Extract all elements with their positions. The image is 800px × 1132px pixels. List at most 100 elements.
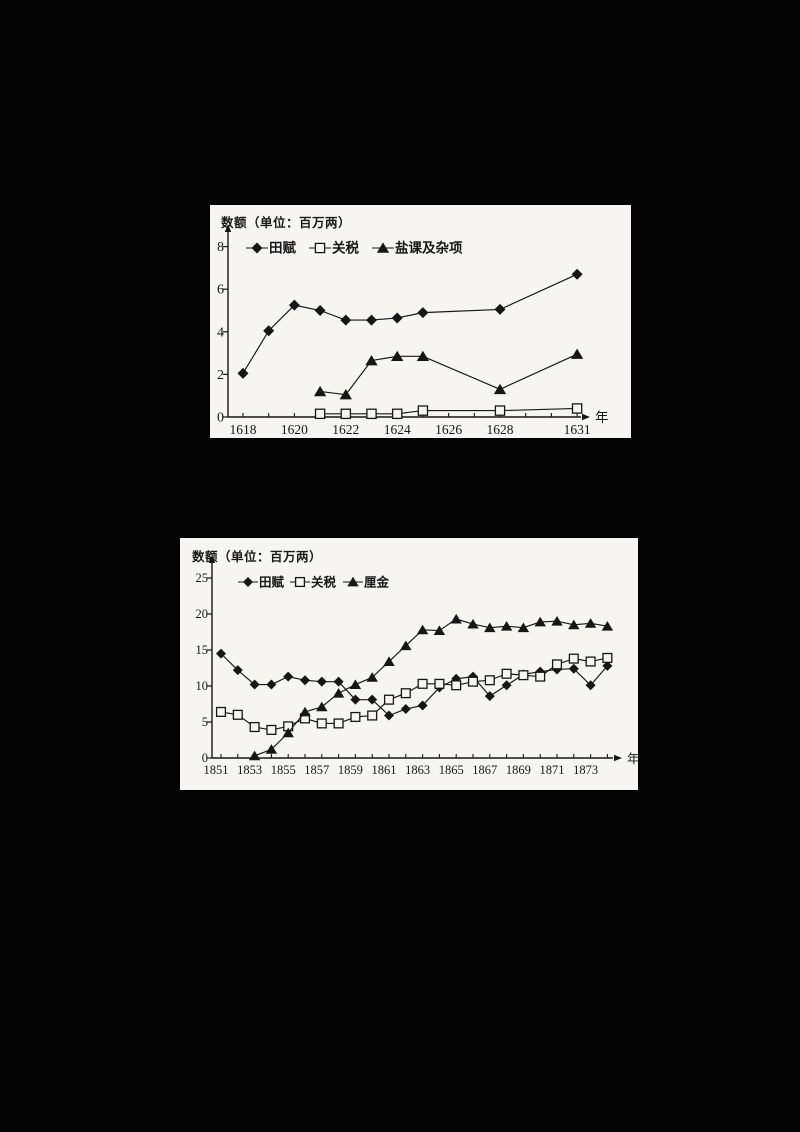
y-tick-label: 20	[196, 607, 209, 621]
x-tick-label: 1851	[204, 763, 229, 777]
series-marker-0	[602, 660, 613, 671]
chart-title: 数额（单位：百万两）	[221, 216, 352, 230]
series-marker-2	[500, 621, 513, 631]
series-marker-1	[366, 408, 377, 420]
y-tick-label: 6	[217, 283, 224, 298]
series-marker-1	[494, 405, 506, 416]
x-tick-label: 1869	[506, 763, 531, 777]
series-marker-0	[568, 663, 579, 674]
series-marker-0	[501, 680, 512, 691]
series-marker-2	[349, 679, 362, 689]
y-tick-label: 4	[217, 325, 224, 340]
y-axis-arrow	[208, 555, 216, 563]
series-marker-2	[551, 616, 563, 626]
x-tick-label: 1859	[338, 763, 363, 777]
y-tick-label: 15	[196, 643, 209, 657]
x-tick-label: 1861	[372, 763, 397, 777]
series-marker-1	[316, 718, 327, 729]
series-marker-1	[484, 675, 495, 686]
series-marker-0	[384, 710, 394, 721]
series-marker-0	[216, 648, 226, 659]
legend-label-0: 田赋	[259, 575, 285, 590]
series-marker-1	[467, 676, 479, 687]
x-axis-arrow	[582, 413, 590, 421]
ming-revenue-plot: 年 0 2 4 6 8 1618 1620 1622 1624 1626 1628 1631 田赋 关税 盐课…	[217, 224, 609, 437]
series-marker-0	[249, 679, 260, 690]
series-marker-2	[584, 618, 597, 628]
x-tick-label: 1865	[439, 763, 464, 777]
series-marker-1	[350, 711, 361, 723]
x-tick-label: 1628	[487, 422, 514, 437]
x-tick-label: 1626	[435, 422, 462, 437]
y-axis-arrow	[224, 224, 232, 232]
x-tick-label: 1618	[230, 422, 257, 437]
series-marker-0	[316, 676, 327, 687]
x-tick-label: 1863	[405, 763, 430, 777]
series-marker-2	[484, 622, 496, 633]
series-marker-1	[249, 721, 260, 733]
series-marker-2	[570, 348, 584, 359]
series-marker-1	[501, 668, 512, 679]
y-tick-label: 8	[217, 240, 224, 255]
series-marker-0	[340, 314, 352, 326]
x-tick-label: 1631	[564, 422, 591, 437]
series-marker-1	[266, 724, 277, 735]
legend-marker-1	[294, 576, 306, 588]
series-marker-1	[551, 659, 563, 670]
legend-marker-1	[314, 242, 326, 254]
series-marker-2	[517, 622, 530, 633]
series-marker-2	[391, 350, 404, 362]
y-tick-label: 5	[202, 715, 208, 729]
chart-title: 数额（单位：百万两）	[192, 550, 323, 564]
series-marker-2	[248, 750, 261, 761]
series-marker-2	[316, 701, 328, 712]
x-tick-label: 1853	[237, 763, 262, 777]
series-marker-1	[434, 678, 445, 689]
series-marker-0	[314, 305, 326, 316]
series-marker-1	[571, 403, 583, 414]
series-line-1	[220, 657, 608, 731]
series-marker-1	[518, 670, 529, 681]
x-tick-label: 1871	[540, 763, 565, 777]
series-marker-2	[365, 354, 378, 366]
series-marker-1	[232, 709, 243, 720]
series-marker-2	[467, 618, 479, 629]
ming-revenue-chart-panel: 数额（单位：百万两） 年 0 2 4 6 8 1618 1620 1622 1624 1626 162…	[210, 205, 631, 438]
series-marker-2	[339, 389, 352, 400]
series-marker-2	[493, 383, 507, 395]
series-marker-1	[585, 656, 596, 667]
series-marker-1	[340, 408, 352, 420]
series-marker-0	[417, 700, 428, 711]
series-marker-0	[400, 704, 411, 715]
series-marker-0	[417, 307, 429, 319]
series-marker-1	[400, 688, 411, 699]
series-marker-1	[367, 710, 378, 721]
series-marker-2	[433, 625, 446, 635]
series-marker-1	[333, 718, 344, 729]
series-marker-0	[366, 314, 377, 326]
series-marker-0	[571, 268, 583, 280]
series-marker-2	[416, 624, 429, 635]
series-marker-2	[282, 727, 294, 738]
legend-marker-2	[376, 242, 390, 253]
legend-label-0: 田赋	[269, 240, 296, 256]
series-marker-1	[215, 706, 227, 717]
series-marker-0	[585, 680, 596, 691]
legend-marker-2	[347, 576, 359, 587]
series-marker-0	[484, 691, 495, 702]
series-marker-1	[535, 671, 546, 682]
x-tick-label: 1622	[332, 422, 359, 437]
series-marker-0	[232, 665, 243, 676]
series-marker-2	[383, 656, 395, 666]
series-marker-1	[391, 408, 403, 420]
legend-label-2: 盐课及杂项	[395, 240, 463, 256]
series-marker-0	[300, 675, 310, 686]
series-marker-0	[350, 694, 361, 705]
series-marker-1	[568, 653, 579, 664]
x-tick-label: 1855	[271, 763, 296, 777]
series-marker-2	[366, 672, 378, 682]
series-marker-2	[450, 613, 462, 624]
x-tick-label: 1624	[384, 422, 411, 437]
y-tick-label: 0	[202, 751, 208, 765]
